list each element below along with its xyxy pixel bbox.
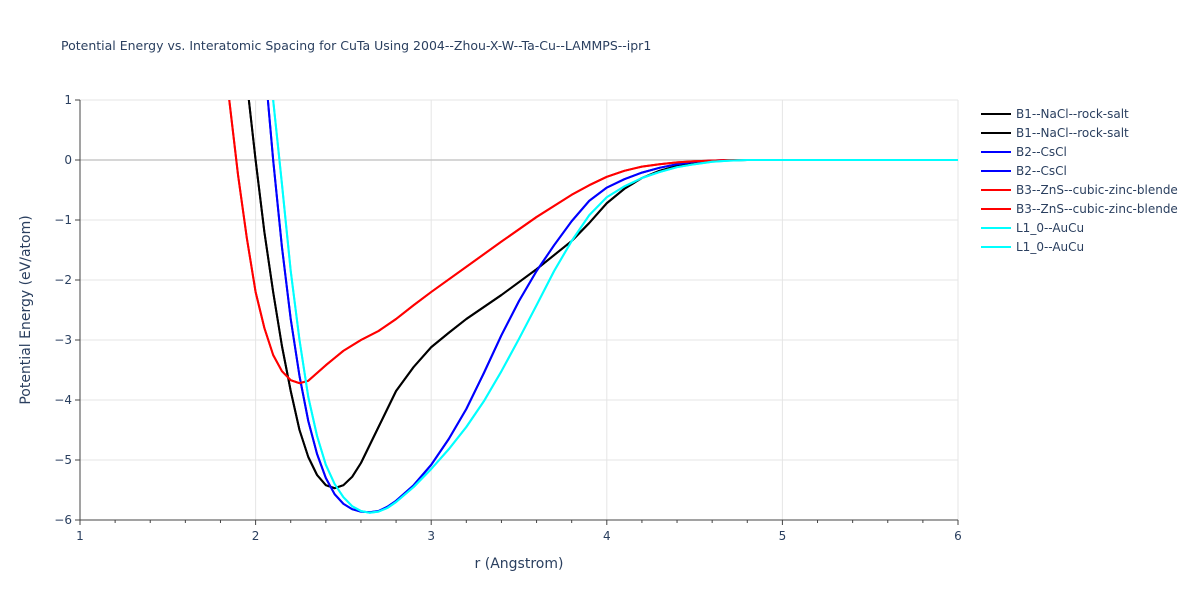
- legend: B1--NaCl--rock-salt B1--NaCl--rock-salt B2…: [981, 107, 1178, 254]
- y-axis-title: Potential Energy (eV/atom): [18, 215, 34, 404]
- y-tick-label: −2: [54, 273, 72, 287]
- x-axis-title: r (Angstrom): [475, 556, 564, 572]
- x-tick-label: 1: [76, 529, 84, 543]
- y-tick-labels: 1 0 −1 −2 −3 −4 −5 −6: [54, 93, 80, 527]
- series-lines: [228, 100, 958, 514]
- y-tick-label: 0: [64, 153, 72, 167]
- y-tick-label: 1: [64, 93, 72, 107]
- series-line-1: [247, 100, 958, 490]
- series-line-8: [272, 100, 958, 514]
- chart-title: Potential Energy vs. Interatomic Spacing…: [61, 38, 651, 53]
- grid-lines: [80, 99, 959, 520]
- legend-label: B3--ZnS--cubic-zinc-blende: [1016, 183, 1178, 197]
- axes: [79, 100, 958, 521]
- x-tick-label: 4: [603, 529, 611, 543]
- series-line-2: [247, 100, 958, 490]
- y-tick-label: −3: [54, 333, 72, 347]
- x-tick-label: 2: [252, 529, 260, 543]
- x-tick-labels: 1 2 3 4 5 6: [76, 520, 962, 543]
- y-tick-label: −6: [54, 513, 72, 527]
- legend-label: B2--CsCl: [1016, 145, 1067, 159]
- legend-label: B1--NaCl--rock-salt: [1016, 126, 1129, 140]
- legend-label: B1--NaCl--rock-salt: [1016, 107, 1129, 121]
- legend-label: L1_0--AuCu: [1016, 221, 1084, 235]
- series-line-3: [266, 100, 958, 514]
- legend-label: B3--ZnS--cubic-zinc-blende: [1016, 202, 1178, 216]
- series-line-4: [266, 100, 958, 514]
- series-line-6: [228, 100, 958, 385]
- y-tick-label: −4: [54, 393, 72, 407]
- x-tick-label: 5: [779, 529, 787, 543]
- legend-label: L1_0--AuCu: [1016, 240, 1084, 254]
- x-tick-label: 6: [954, 529, 962, 543]
- y-tick-label: −1: [54, 213, 72, 227]
- series-line-5: [228, 100, 958, 385]
- legend-label: B2--CsCl: [1016, 164, 1067, 178]
- series-line-7: [272, 100, 958, 514]
- y-tick-label: −5: [54, 453, 72, 467]
- x-tick-label: 3: [427, 529, 435, 543]
